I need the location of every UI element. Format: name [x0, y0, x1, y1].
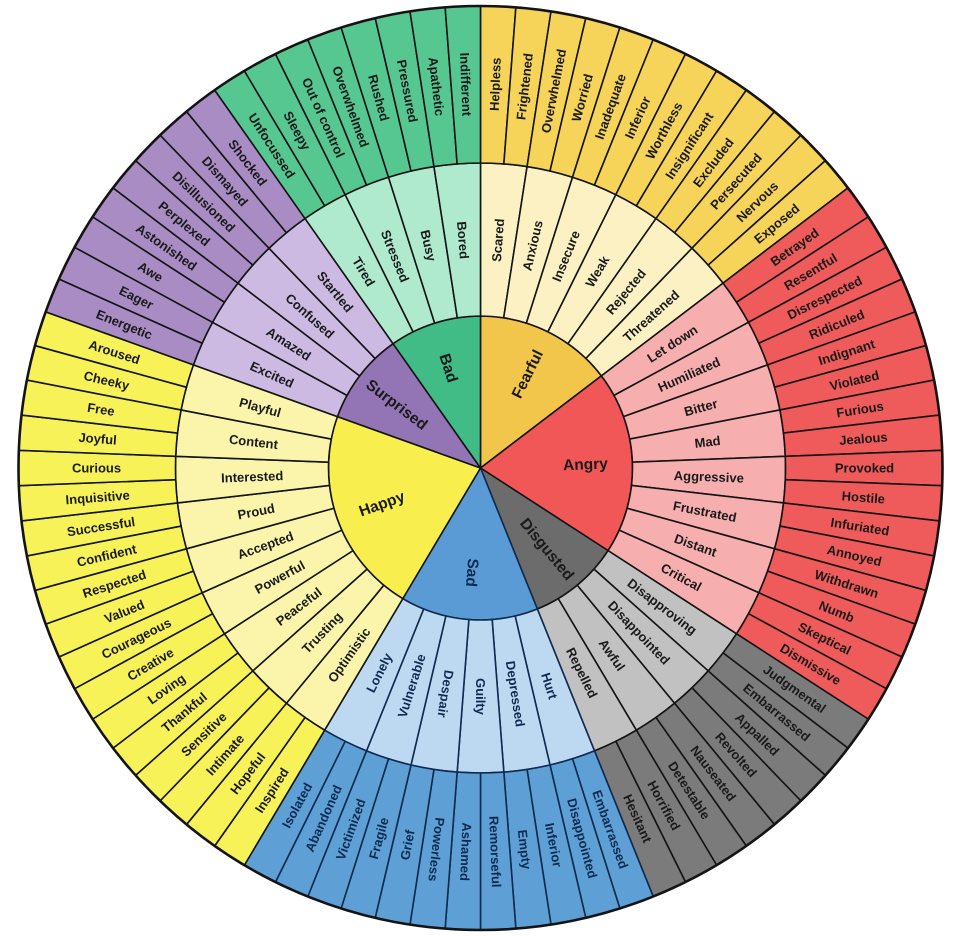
- wheel-outer-rim: [17, 4, 944, 932]
